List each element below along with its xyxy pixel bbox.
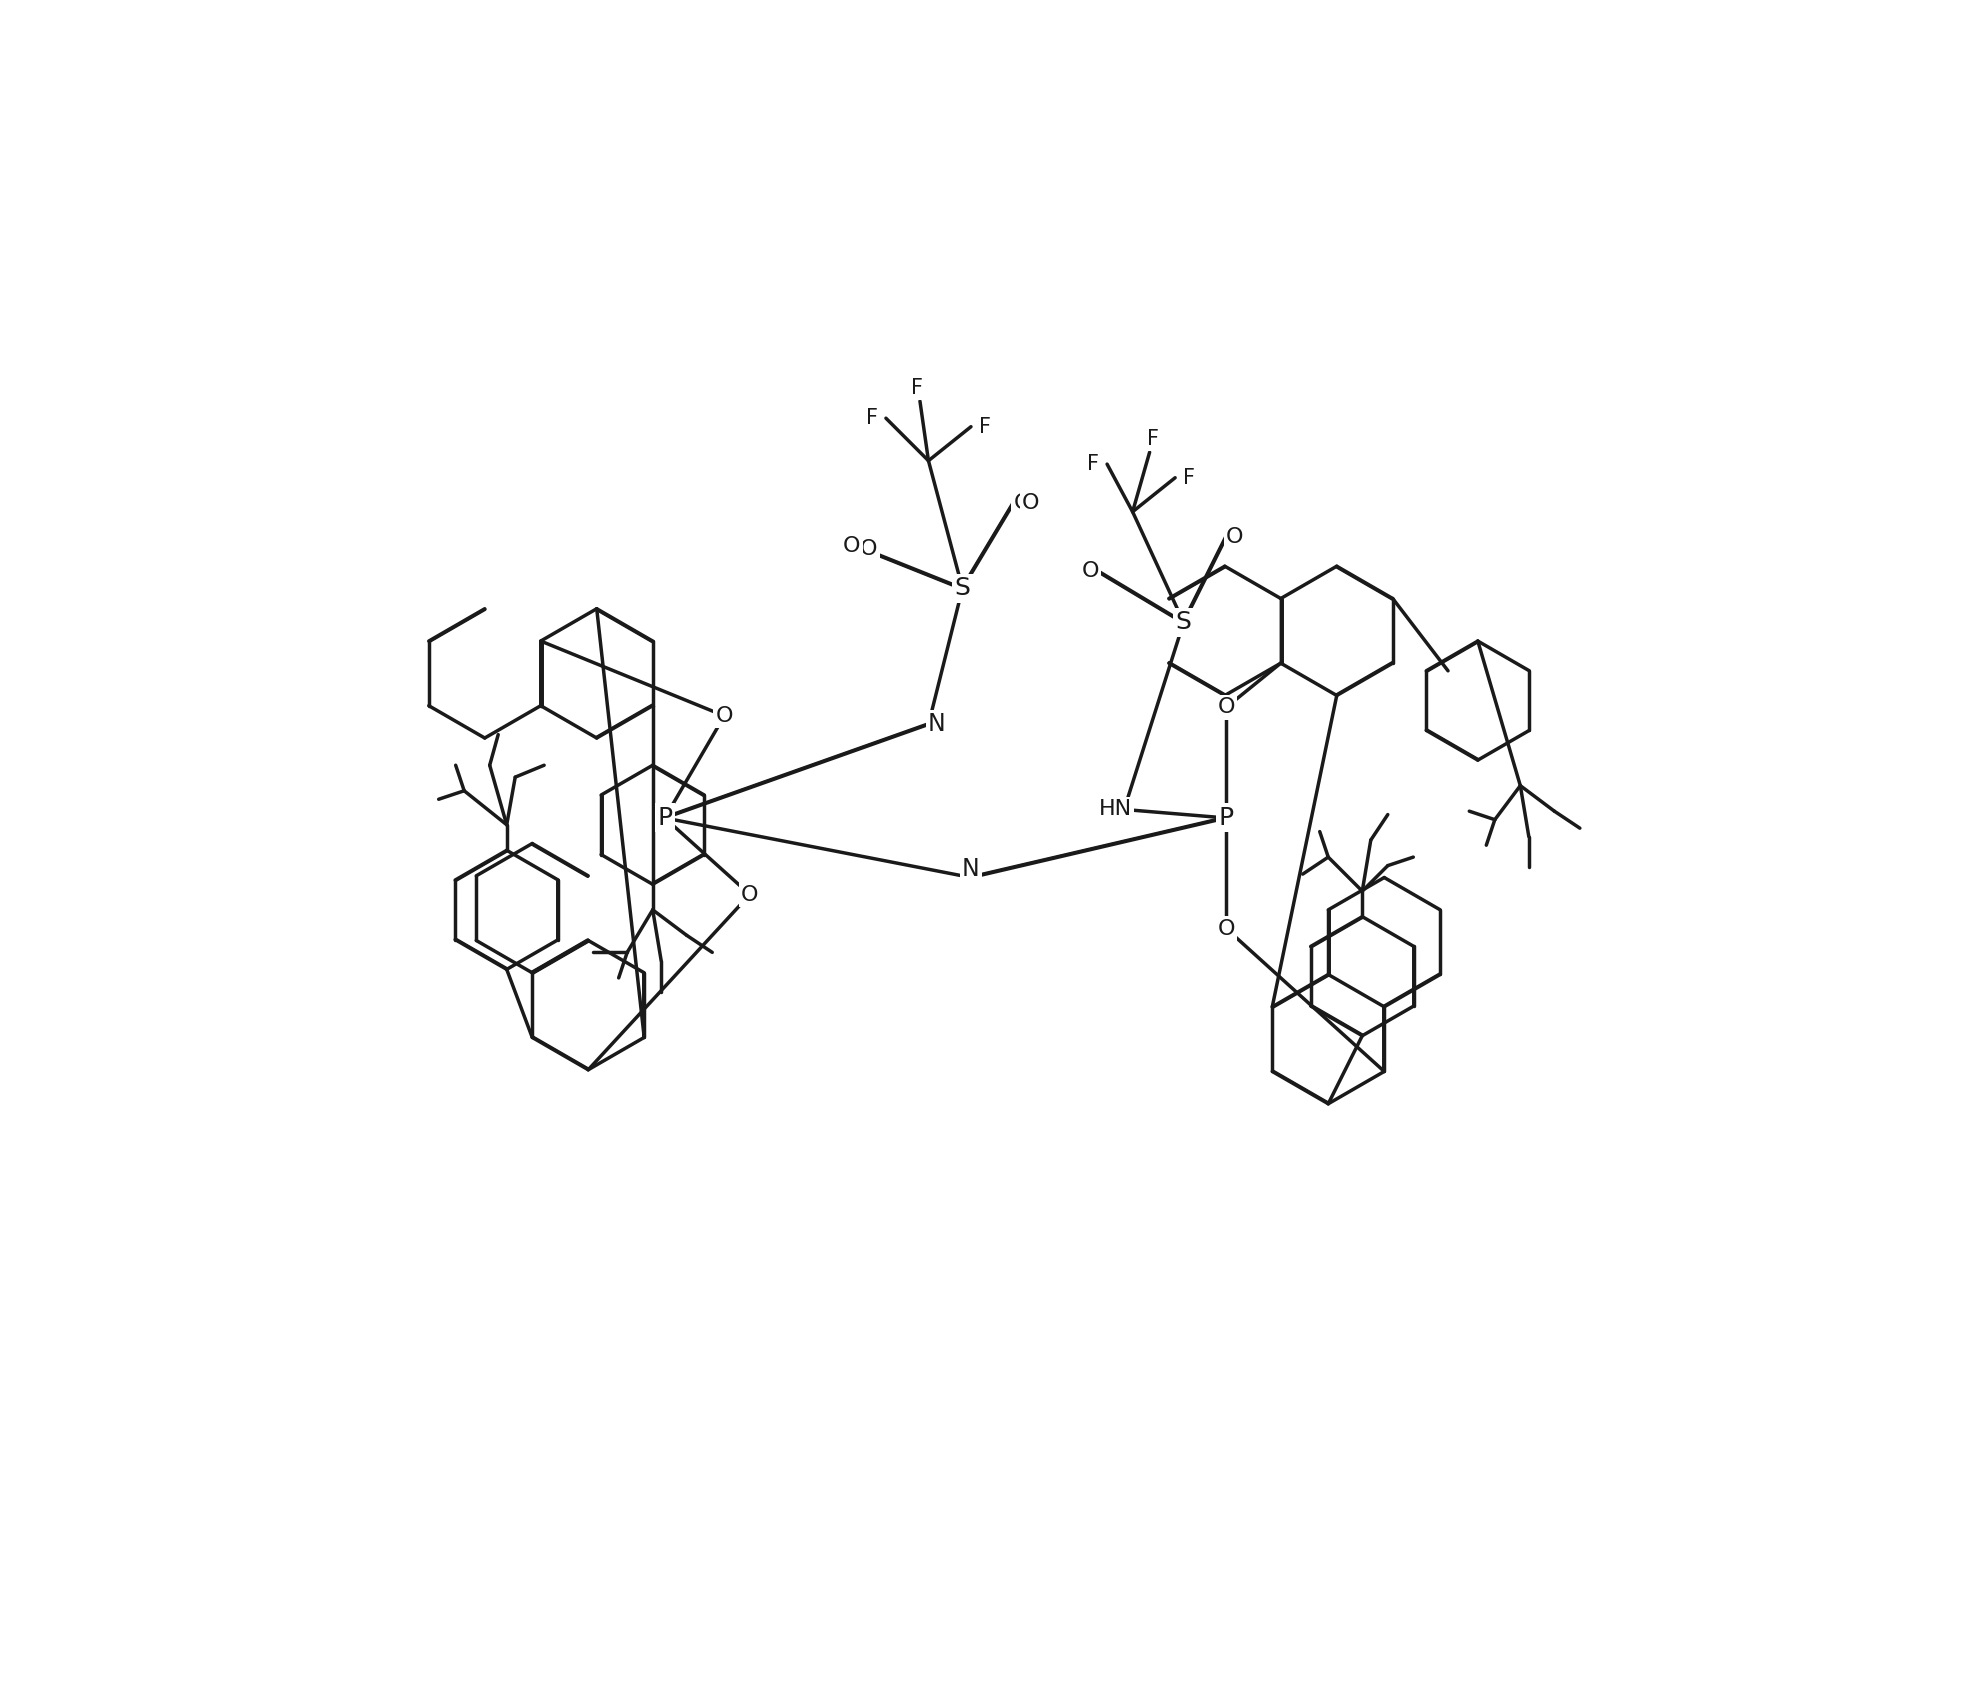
Text: O: O: [844, 535, 862, 556]
Text: S: S: [1176, 610, 1192, 634]
Text: O: O: [1217, 918, 1235, 939]
Text: O: O: [741, 884, 759, 905]
Text: O: O: [1225, 527, 1243, 547]
Text: O: O: [860, 538, 877, 559]
Text: O: O: [715, 705, 733, 726]
Text: F: F: [1087, 455, 1099, 474]
Text: F: F: [865, 409, 877, 428]
Text: F: F: [978, 417, 990, 436]
Text: S: S: [954, 576, 970, 600]
Text: P: P: [1219, 806, 1233, 830]
Text: O: O: [1022, 492, 1039, 513]
Text: HN: HN: [1099, 799, 1132, 820]
Text: F: F: [1146, 429, 1160, 448]
Text: O: O: [1014, 492, 1031, 513]
Text: N: N: [929, 712, 947, 736]
Text: O: O: [1081, 561, 1099, 581]
Text: P: P: [658, 806, 672, 830]
Text: N: N: [962, 857, 980, 881]
Text: O: O: [1217, 697, 1235, 717]
Text: F: F: [1184, 467, 1195, 487]
Text: F: F: [911, 378, 923, 397]
